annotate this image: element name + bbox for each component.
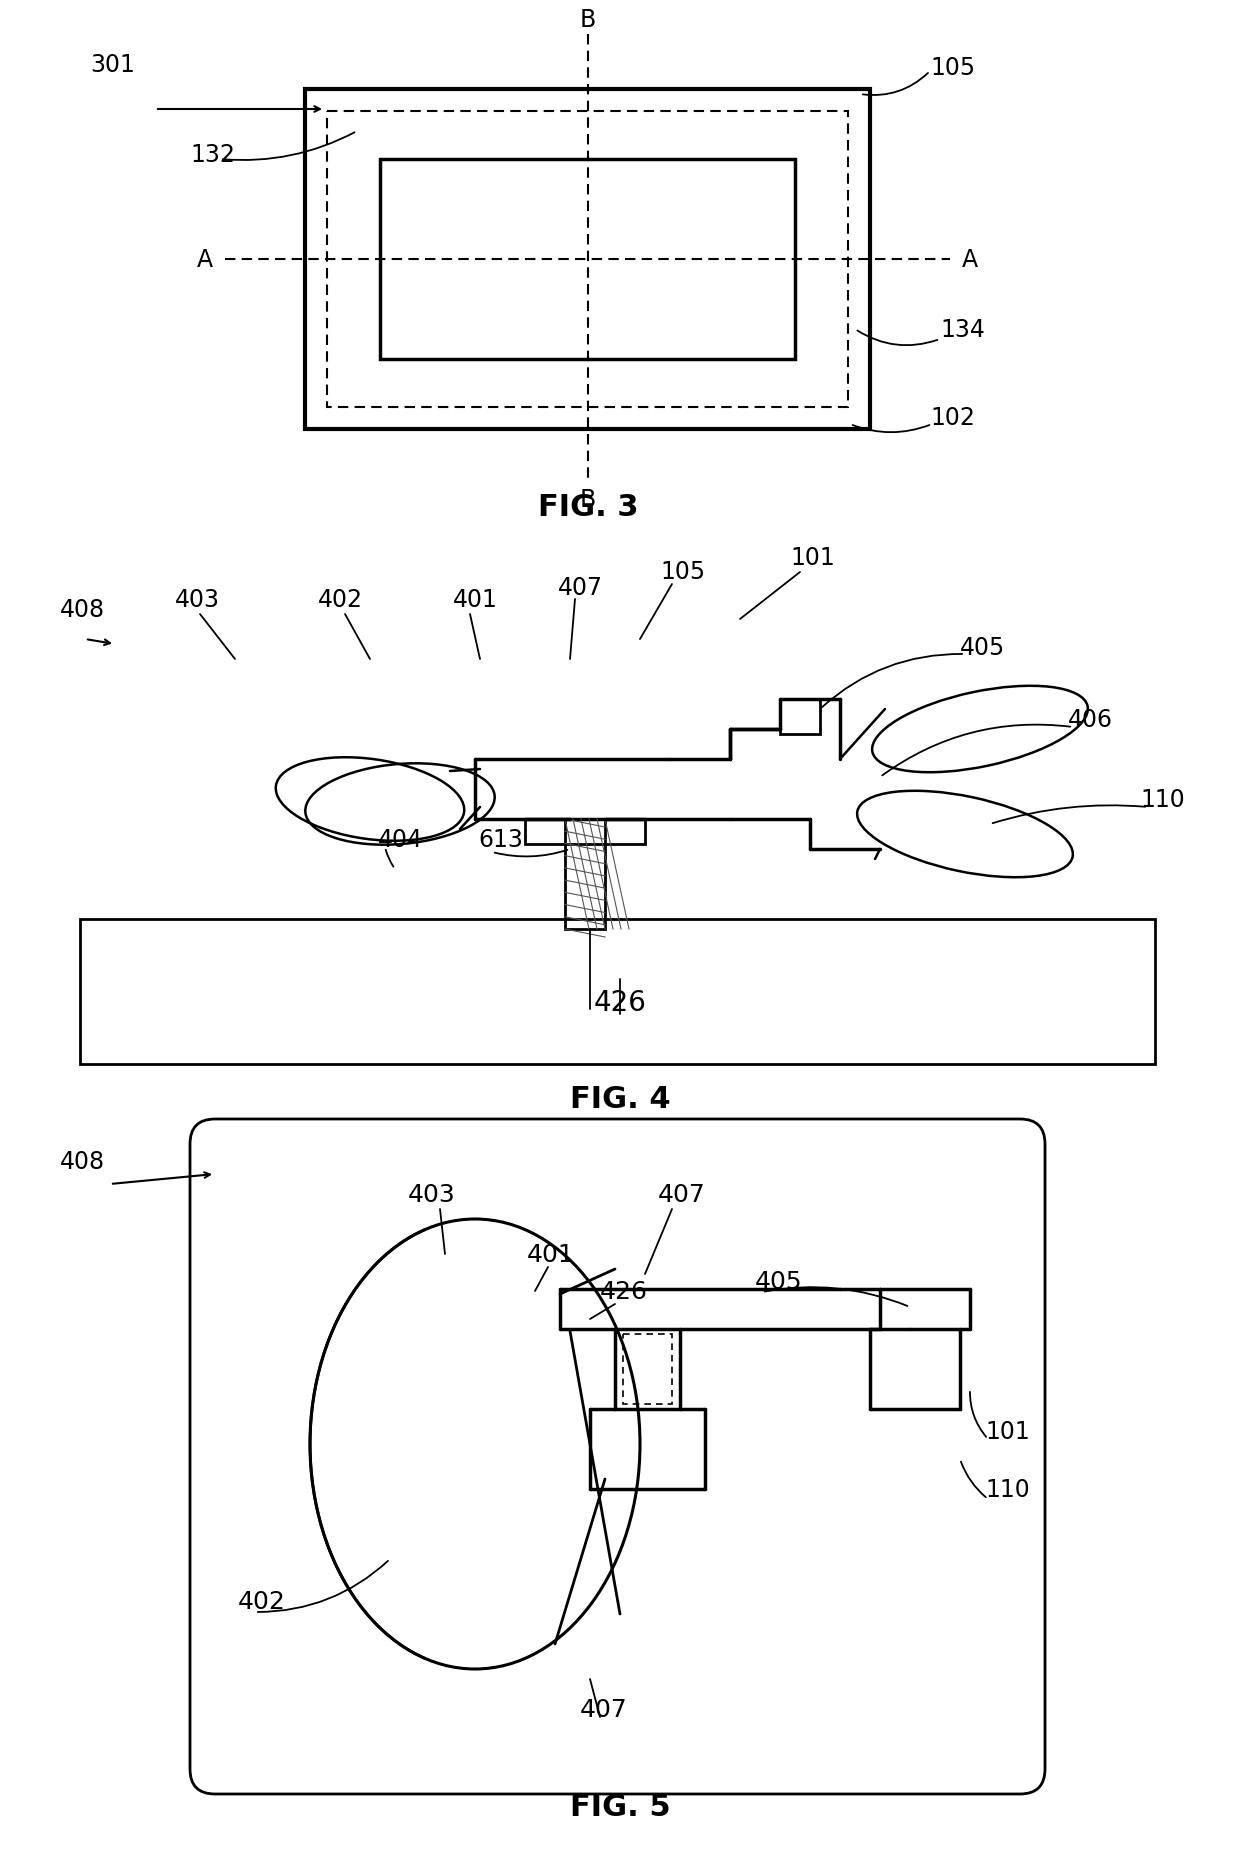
Text: FIG. 4: FIG. 4 [569,1085,671,1113]
Text: 110: 110 [1140,788,1184,811]
Bar [305,89,870,430]
Bar [780,699,820,735]
Text: FIG. 3: FIG. 3 [538,493,639,523]
Text: 401: 401 [527,1243,575,1267]
Bar [379,160,795,360]
Bar [81,920,1154,1065]
Text: 407: 407 [558,575,603,599]
Text: 402: 402 [317,588,363,612]
Text: 613: 613 [477,827,523,851]
Bar [565,820,605,929]
Text: 408: 408 [60,1150,105,1174]
Text: 426: 426 [600,1280,649,1304]
Text: A: A [197,249,213,273]
Text: 405: 405 [755,1269,802,1293]
Text: 102: 102 [930,406,975,430]
Bar [525,820,645,844]
Text: FIG. 5: FIG. 5 [569,1792,671,1822]
Text: 101: 101 [790,545,835,569]
Text: 132: 132 [190,143,234,167]
Text: B: B [579,488,595,512]
Text: 301: 301 [91,54,135,76]
Text: 404: 404 [378,827,423,851]
Text: 402: 402 [238,1590,286,1614]
Text: 406: 406 [1068,707,1114,731]
Bar [622,1334,672,1404]
Bar [327,111,848,408]
Text: 101: 101 [985,1419,1029,1443]
Text: 110: 110 [985,1477,1029,1501]
Text: A: A [962,249,978,273]
Text: 403: 403 [408,1182,456,1206]
Text: 401: 401 [453,588,498,612]
Text: 407: 407 [580,1697,627,1721]
Text: 407: 407 [658,1182,706,1206]
Text: 105: 105 [660,560,706,584]
Text: 405: 405 [960,636,1006,660]
Text: B: B [579,7,595,32]
Text: 426: 426 [594,989,646,1017]
Text: 403: 403 [175,588,219,612]
Text: 105: 105 [930,56,975,80]
Text: 408: 408 [60,597,105,621]
Text: 134: 134 [940,317,985,341]
